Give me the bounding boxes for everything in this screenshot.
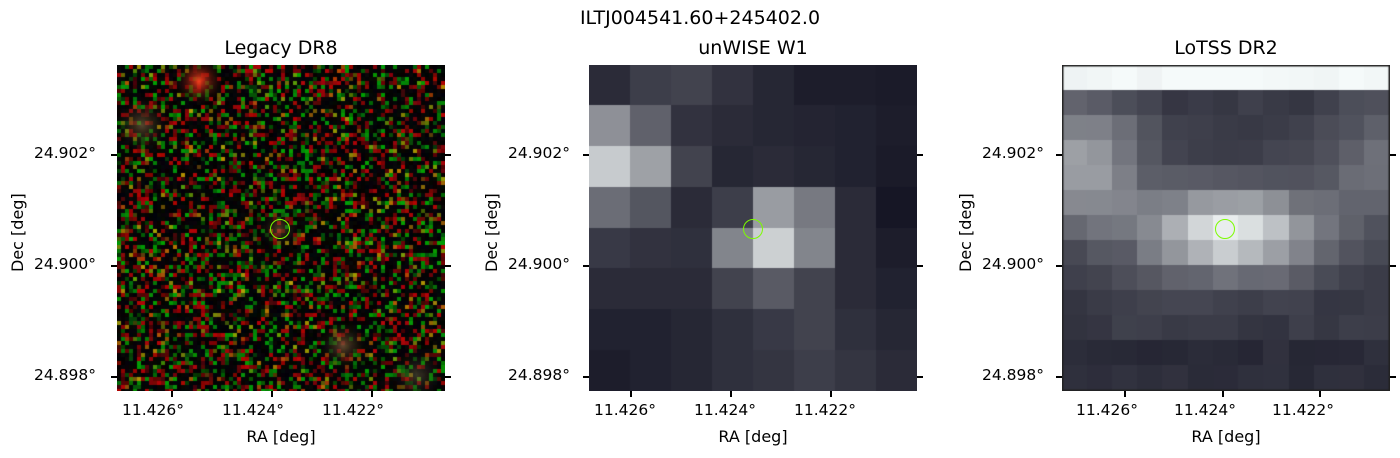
figure-title: ILTJ004541.60+245402.0 (579, 7, 821, 29)
x-axis-label: RA [deg] (1191, 427, 1261, 446)
x-tickmark (371, 391, 373, 397)
y-tickmark (111, 376, 117, 378)
y-tickmark (111, 154, 117, 156)
y-tick-label: 24.900° (982, 255, 1044, 273)
y-tickmark (445, 154, 451, 156)
x-tick-label: 11.422° (322, 401, 384, 419)
x-tickmark (630, 391, 632, 397)
source-marker (270, 219, 290, 239)
x-tickmark (171, 391, 173, 397)
x-tick-label: 11.424° (1174, 401, 1236, 419)
x-tick-label: 11.424° (694, 401, 756, 419)
y-tickmark (111, 265, 117, 267)
y-tick-label: 24.898° (34, 366, 96, 384)
y-tick-label: 24.900° (34, 255, 96, 273)
y-tickmark (917, 376, 923, 378)
y-axis-label: Dec [deg] (8, 193, 27, 272)
source-marker (1215, 219, 1235, 239)
x-tick-label: 11.426° (594, 401, 656, 419)
y-tickmark (917, 265, 923, 267)
y-tick-label: 24.902° (508, 144, 570, 162)
y-tickmark (1056, 376, 1062, 378)
x-tickmark (271, 391, 273, 397)
y-tickmark (917, 154, 923, 156)
y-tickmark (1390, 265, 1396, 267)
y-tickmark (1056, 265, 1062, 267)
y-tick-label: 24.898° (982, 366, 1044, 384)
y-tick-label: 24.900° (508, 255, 570, 273)
y-tick-label: 24.902° (34, 144, 96, 162)
x-tick-label: 11.426° (122, 401, 184, 419)
panel-title: LoTSS DR2 (1174, 37, 1278, 59)
x-tick-label: 11.426° (1076, 401, 1138, 419)
x-tickmark (730, 391, 732, 397)
y-axis-label: Dec [deg] (482, 193, 501, 272)
x-tick-label: 11.424° (222, 401, 284, 419)
y-tickmark (445, 265, 451, 267)
y-tick-label: 24.898° (508, 366, 570, 384)
x-axis-label: RA [deg] (718, 427, 788, 446)
y-tickmark (1390, 376, 1396, 378)
x-tickmark (1319, 391, 1321, 397)
y-tickmark (583, 376, 589, 378)
panel-title: Legacy DR8 (224, 37, 338, 59)
panel-title: unWISE W1 (698, 37, 808, 59)
y-tickmark (583, 265, 589, 267)
y-tickmark (583, 154, 589, 156)
y-tickmark (1390, 154, 1396, 156)
x-tickmark (830, 391, 832, 397)
x-tick-label: 11.422° (794, 401, 856, 419)
x-tick-label: 11.422° (1272, 401, 1334, 419)
y-axis-label: Dec [deg] (956, 193, 975, 272)
source-marker (743, 219, 763, 239)
y-tickmark (1056, 154, 1062, 156)
y-tickmark (445, 376, 451, 378)
y-tick-label: 24.902° (982, 144, 1044, 162)
x-tickmark (1124, 391, 1126, 397)
x-axis-label: RA [deg] (246, 427, 316, 446)
x-tickmark (1222, 391, 1224, 397)
